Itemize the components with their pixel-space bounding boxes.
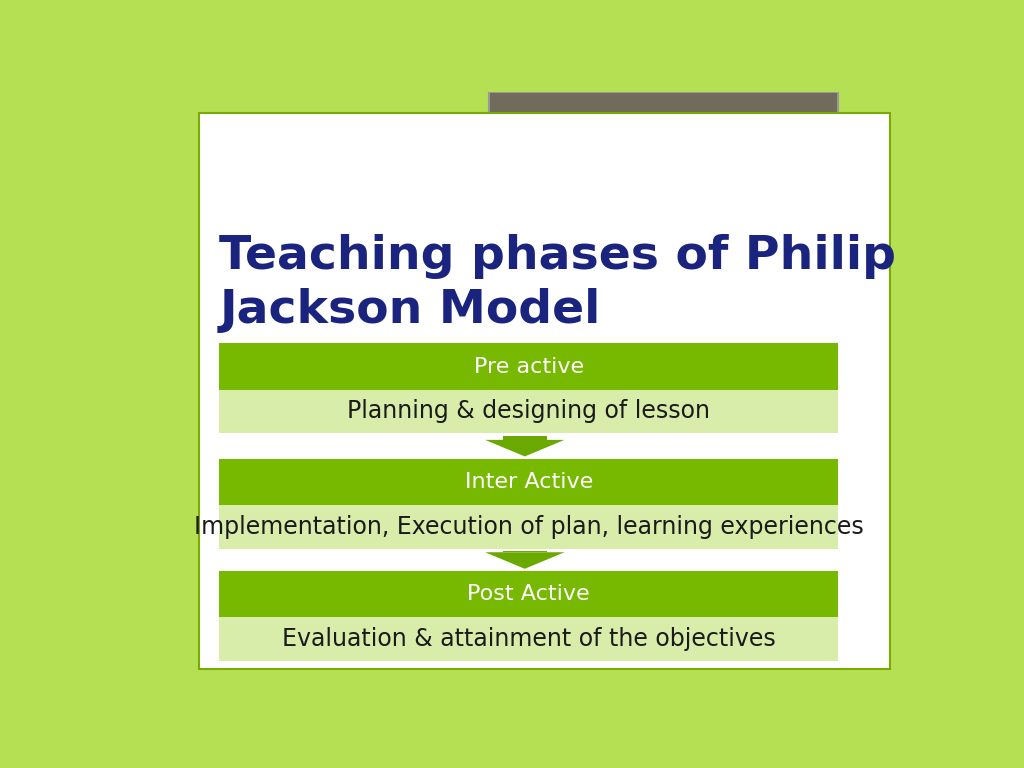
FancyBboxPatch shape — [489, 92, 839, 170]
FancyBboxPatch shape — [219, 505, 839, 548]
Text: Planning & designing of lesson: Planning & designing of lesson — [347, 399, 711, 423]
Polygon shape — [503, 551, 547, 552]
FancyBboxPatch shape — [219, 571, 839, 617]
Polygon shape — [485, 440, 564, 456]
FancyBboxPatch shape — [200, 113, 890, 669]
FancyBboxPatch shape — [219, 343, 839, 389]
FancyBboxPatch shape — [219, 617, 839, 661]
FancyBboxPatch shape — [219, 458, 839, 505]
Text: Implementation, Execution of plan, learning experiences: Implementation, Execution of plan, learn… — [194, 515, 863, 539]
Polygon shape — [485, 552, 564, 569]
Polygon shape — [503, 435, 547, 440]
Text: Pre active: Pre active — [474, 356, 584, 376]
Text: Inter Active: Inter Active — [465, 472, 593, 492]
Text: Evaluation & attainment of the objectives: Evaluation & attainment of the objective… — [282, 627, 775, 651]
FancyBboxPatch shape — [219, 389, 839, 433]
Text: Teaching phases of Philip
Jackson Model: Teaching phases of Philip Jackson Model — [219, 234, 896, 333]
Text: Post Active: Post Active — [467, 584, 590, 604]
